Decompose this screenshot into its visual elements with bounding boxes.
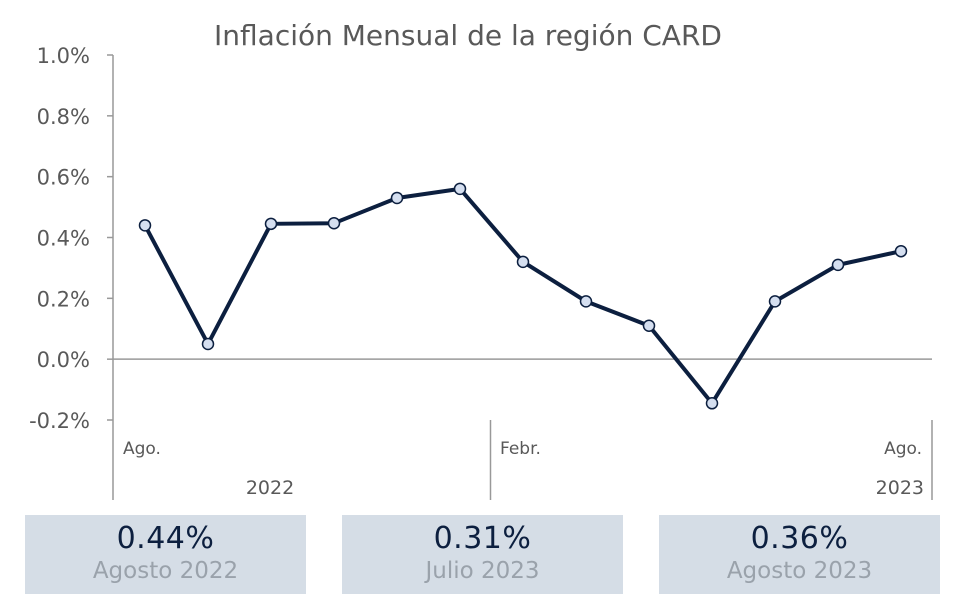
data-point [894,244,908,258]
data-point [390,191,404,205]
x-month-label: Ago. [884,439,922,459]
data-point [768,295,782,308]
summary-card: 0.44% Agosto 2022 [25,515,306,594]
card-value: 0.31% [433,521,532,556]
y-tick-label: 0.2% [37,287,90,311]
x-month-label: Ago. [123,439,161,459]
chart-title: Inflación Mensual de la región CARD [214,19,722,52]
y-tick-label: 0.4% [37,227,90,251]
data-point [642,319,656,332]
series-line [143,186,902,406]
y-tick-label: 0.8% [37,105,90,129]
x-year-label: 2023 [876,477,924,499]
data-point [453,182,467,196]
data-point [327,216,341,230]
card-label: Julio 2023 [425,558,540,584]
x-month-label: Febr. [500,439,541,459]
y-tick-label: 0.0% [37,348,90,372]
summary-card: 0.31% Julio 2023 [342,515,623,594]
summary-cards: 0.44% Agosto 2022 0.31% Julio 2023 0.36%… [0,515,959,595]
y-tick-label: 1.0% [37,44,90,68]
card-label: Agosto 2023 [726,558,873,584]
data-point [831,258,845,272]
data-point [264,217,278,231]
x-year-label: 2022 [246,477,294,499]
data-point [705,397,719,410]
y-tick-label: -0.2% [29,409,90,433]
data-point [201,337,215,351]
data-point [516,255,530,269]
card-value: 0.36% [750,521,849,556]
line-chart: Inflación Mensual de la región CARD 1.0%… [29,19,933,500]
summary-card: 0.36% Agosto 2023 [659,515,940,594]
card-value: 0.44% [116,521,215,556]
data-point [138,219,152,232]
y-tick-label: 0.6% [37,166,90,190]
data-point [579,295,593,308]
card-label: Agosto 2022 [92,558,239,584]
